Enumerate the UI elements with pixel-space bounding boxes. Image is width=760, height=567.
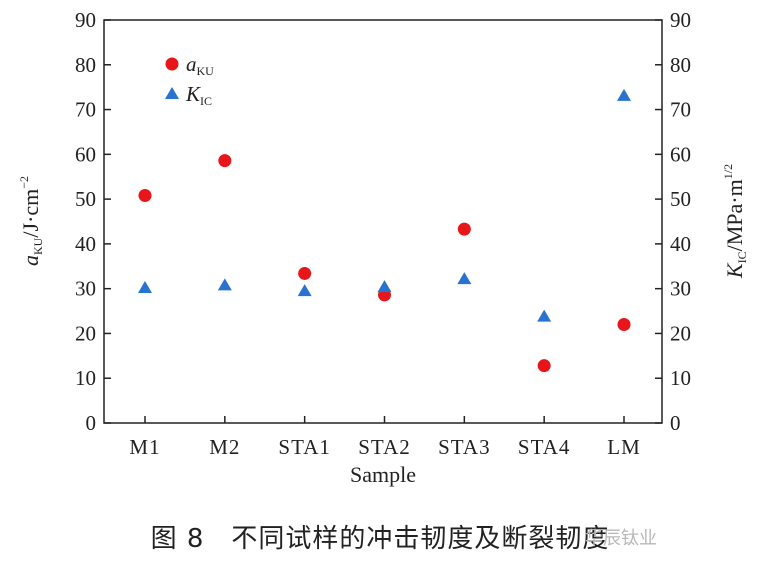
right-tick-label: 90 <box>670 8 691 32</box>
watermark: 华辰钛业 <box>585 528 657 549</box>
legend-label-kic: KIC <box>185 82 212 108</box>
left-tick-label: 60 <box>75 142 96 166</box>
left-tick-label: 30 <box>75 277 96 301</box>
right-tick-label: 10 <box>670 366 691 390</box>
y-axis-title-right: KIC/MPa·m1/2 <box>721 164 749 279</box>
left-tick-label: 40 <box>75 232 96 256</box>
x-tick-label: STA3 <box>438 435 491 459</box>
x-tick-label: STA1 <box>278 435 331 459</box>
data-point-aku-lm <box>617 317 631 331</box>
left-tick-label: 90 <box>75 8 96 32</box>
left-tick-label: 70 <box>75 98 96 122</box>
left-tick-label: 0 <box>86 411 97 435</box>
left-axis-ticks: 0 10 20 30 40 50 60 70 80 90 <box>75 8 111 435</box>
left-tick-label: 20 <box>75 321 96 345</box>
data-point-aku-m1 <box>138 189 152 203</box>
left-tick-label: 80 <box>75 53 96 77</box>
right-tick-label: 70 <box>670 98 691 122</box>
right-tick-label: 50 <box>670 187 691 211</box>
right-tick-label: 80 <box>670 53 691 77</box>
right-tick-label: 40 <box>670 232 691 256</box>
data-point-kic-m1 <box>138 281 152 294</box>
x-tick-label: M1 <box>129 435 160 459</box>
data-point-aku-m2 <box>218 154 232 168</box>
data-point-kic-sta4 <box>537 309 552 322</box>
data-point-aku-sta3 <box>457 222 471 236</box>
legend-marker-kic <box>165 87 179 99</box>
data-points <box>138 88 631 373</box>
data-point-kic-sta3 <box>457 272 472 285</box>
x-tick-label: LM <box>607 435 641 459</box>
plot-frame <box>103 19 663 424</box>
x-tick-label: STA2 <box>358 435 411 459</box>
legend: aKU KIC <box>165 52 214 108</box>
legend-label-aku: aKU <box>186 52 214 78</box>
x-tick-label: M2 <box>209 435 240 459</box>
x-axis-title: Sample <box>350 462 416 487</box>
figure-caption: 图 8 不同试样的冲击韧度及断裂韧度 <box>150 524 610 554</box>
data-point-kic-lm <box>617 88 631 101</box>
left-tick-label: 50 <box>75 187 96 211</box>
left-tick-label: 10 <box>75 366 96 390</box>
right-tick-label: 0 <box>670 411 681 435</box>
x-tick-label: STA4 <box>518 435 571 459</box>
right-tick-label: 20 <box>670 321 691 345</box>
data-point-kic-m2 <box>217 278 232 291</box>
data-point-aku-sta1 <box>298 266 312 280</box>
y-axis-title-left: aKU/J·cm−2 <box>17 176 45 266</box>
data-point-kic-sta2 <box>377 280 392 293</box>
right-tick-label: 60 <box>670 142 691 166</box>
x-axis-ticks: M1 M2 STA1 STA2 STA3 STA4 LM <box>129 416 640 459</box>
data-point-aku-sta4 <box>537 359 551 373</box>
data-point-kic-sta1 <box>297 284 312 297</box>
right-tick-label: 30 <box>670 277 691 301</box>
right-axis-ticks: 0 10 20 30 40 50 60 70 80 90 <box>655 8 691 435</box>
legend-marker-aku <box>165 57 179 71</box>
